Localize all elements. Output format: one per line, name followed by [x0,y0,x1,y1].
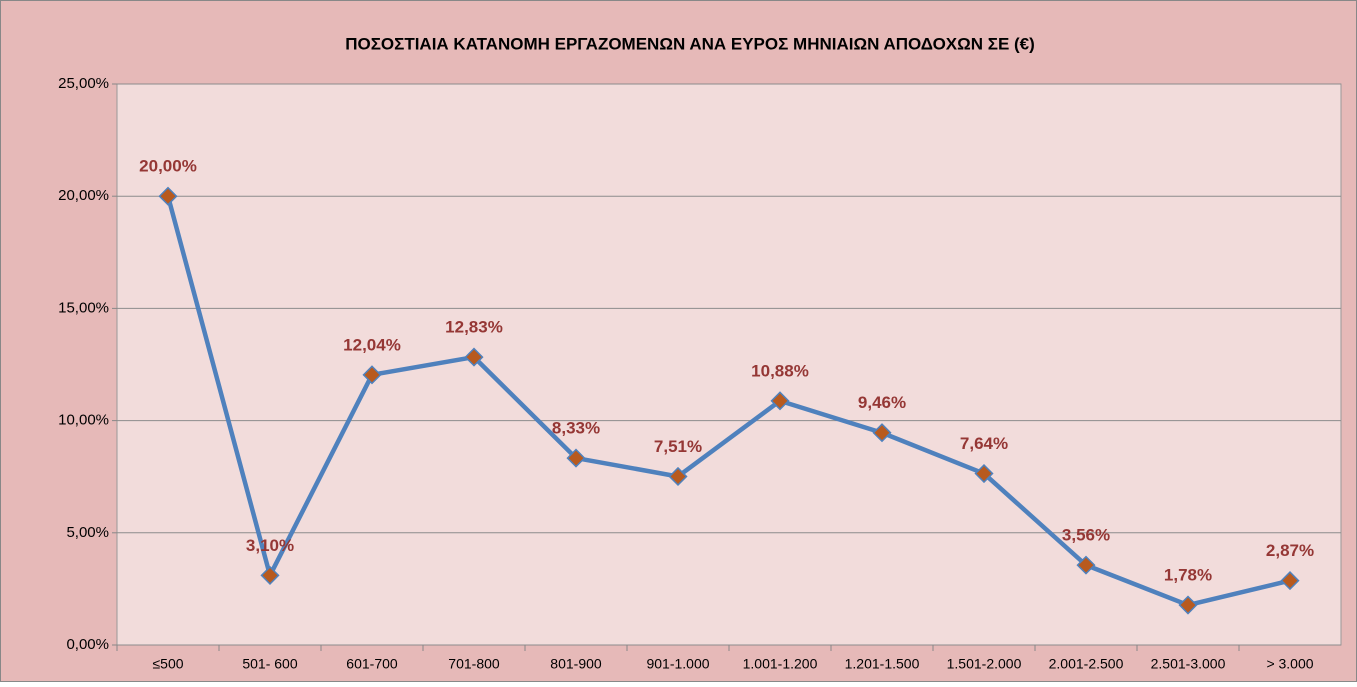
x-tick-label: 1.001-1.200 [743,656,818,672]
data-label: 8,33% [552,419,600,438]
marker [362,365,382,385]
data-label: 1,78% [1164,566,1212,585]
marker [974,464,994,484]
marker [1178,595,1198,615]
x-tick-label: 2.501-3.000 [1151,656,1226,672]
marker [260,565,280,585]
plot-area [116,83,1342,646]
x-tick-label: > 3.000 [1266,656,1313,672]
chart-title: ΠΟΣΟΣΤΙΑΙΑ ΚΑΤΑΝΟΜΗ ΕΡΓΑΖΟΜΕΝΩΝ ΑΝΑ ΕΥΡΟ… [345,34,1035,53]
marker [464,347,484,367]
data-label: 7,64% [960,434,1008,453]
data-label: 3,10% [246,536,294,555]
y-tick-label: 20,00% [58,187,109,204]
marker [872,423,892,443]
marker [566,448,586,468]
data-label: 9,46% [858,393,906,412]
x-tick-label: 1.501-2.000 [947,656,1022,672]
y-tick-label: 15,00% [58,299,109,316]
data-label: 2,87% [1266,541,1314,560]
x-tick-label: 901-1.000 [646,656,709,672]
marker [1076,555,1096,575]
marker [770,391,790,411]
marker [1280,571,1300,591]
x-tick-label: 701-800 [448,656,500,672]
line [165,195,1291,608]
data-label: 20,00% [139,157,197,176]
data-label: 7,51% [654,437,702,456]
x-tick-label: 2.001-2.500 [1049,656,1124,672]
y-tick-label: 25,00% [58,75,109,92]
y-tick-label: 5,00% [66,524,109,541]
x-tick-label: ≤500 [152,656,183,672]
data-label: 3,56% [1062,526,1110,545]
x-tick-label: 1.201-1.500 [845,656,920,672]
marker [668,466,688,487]
data-label: 12,04% [343,335,401,354]
x-tick-label: 501- 600 [242,656,297,672]
marker [158,186,178,206]
y-tick-label: 0,00% [66,636,109,653]
y-tick-label: 10,00% [58,412,109,429]
data-label: 10,88% [751,361,809,380]
data-label: 12,83% [445,318,503,337]
x-tick-label: 601-700 [346,656,398,672]
x-tick-label: 801-900 [550,656,602,672]
